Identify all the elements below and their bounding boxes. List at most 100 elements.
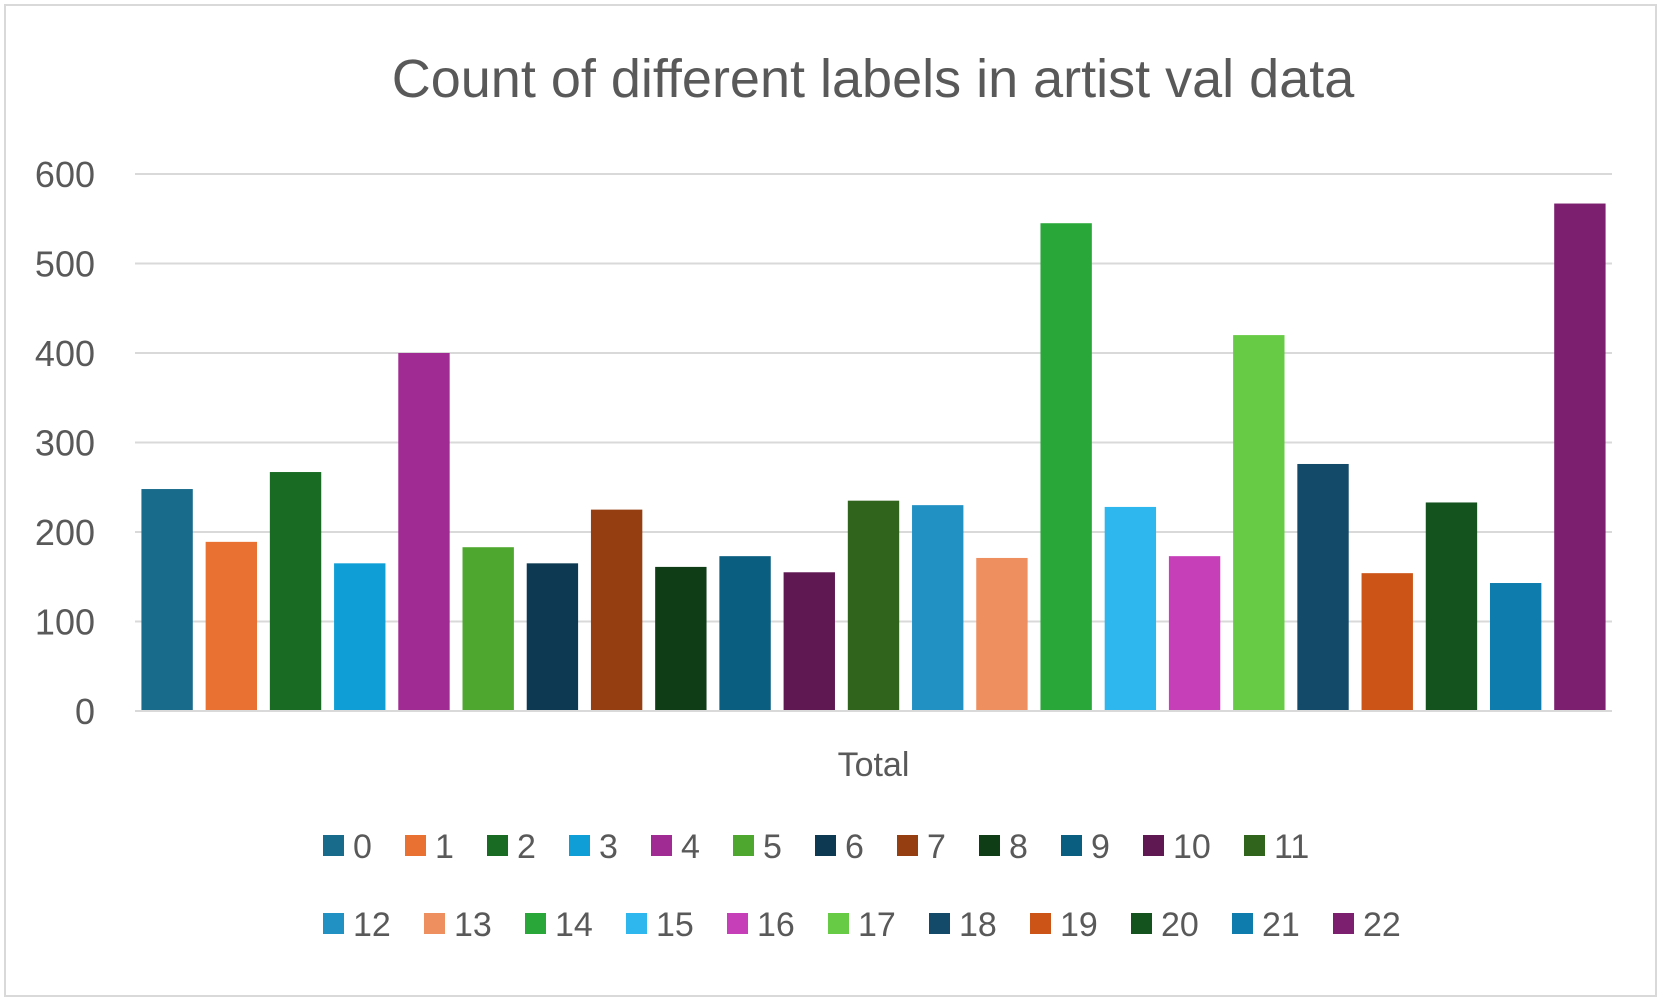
bar-7 xyxy=(590,509,643,711)
legend-item-8: 8 xyxy=(979,828,1028,866)
legend-item-18: 18 xyxy=(929,906,997,944)
legend-item-6: 6 xyxy=(815,828,864,866)
y-tick-label: 600 xyxy=(35,154,95,195)
legend-label: 0 xyxy=(353,828,372,866)
legend-item-5: 5 xyxy=(733,828,782,866)
legend-swatch xyxy=(897,835,918,856)
legend-label: 3 xyxy=(599,828,618,866)
legend-label: 5 xyxy=(763,828,782,866)
legend-item-3: 3 xyxy=(569,828,618,866)
legend-label: 11 xyxy=(1274,828,1309,866)
chart-title: Count of different labels in artist val … xyxy=(392,49,1356,109)
y-tick-label: 300 xyxy=(35,423,95,464)
legend-label: 9 xyxy=(1091,828,1110,866)
y-tick-label: 200 xyxy=(35,512,95,553)
y-tick-label: 100 xyxy=(35,602,95,643)
legend-swatch xyxy=(525,913,546,934)
bar-15 xyxy=(1104,506,1157,711)
legend-item-12: 12 xyxy=(323,906,391,944)
bar-11 xyxy=(847,500,900,711)
legend-swatch xyxy=(1232,913,1253,934)
legend-swatch xyxy=(929,913,950,934)
legend-item-14: 14 xyxy=(525,906,593,944)
legend-label: 18 xyxy=(959,906,997,944)
x-axis-category-labels: Total xyxy=(838,746,910,784)
bar-6 xyxy=(526,563,579,711)
legend-item-1: 1 xyxy=(405,828,454,866)
legend-label: 14 xyxy=(555,906,593,944)
legend-label: 17 xyxy=(858,906,896,944)
legend-label: 12 xyxy=(353,906,391,944)
legend-swatch xyxy=(323,835,344,856)
bar-16 xyxy=(1168,556,1221,711)
bar-3 xyxy=(334,563,386,711)
bar-20 xyxy=(1425,502,1478,711)
legend-item-13: 13 xyxy=(424,906,492,944)
bar-2 xyxy=(269,472,322,711)
y-axis-ticks: 0 100 200 300 400 500 600 xyxy=(35,154,95,732)
legend-item-20: 20 xyxy=(1131,906,1199,944)
legend-swatch xyxy=(1333,913,1354,934)
bar-21 xyxy=(1489,583,1542,711)
legend-item-17: 17 xyxy=(828,906,896,944)
legend-label: 16 xyxy=(757,906,795,944)
bar-4 xyxy=(398,353,450,711)
legend-swatch xyxy=(626,913,647,934)
legend-item-21: 21 xyxy=(1232,906,1300,944)
legend-swatch xyxy=(1244,835,1265,856)
y-tick-label: 500 xyxy=(35,244,95,285)
legend-label: 15 xyxy=(656,906,694,944)
legend-item-10: 10 xyxy=(1143,828,1211,866)
legend-swatch xyxy=(405,835,426,856)
legend-swatch xyxy=(815,835,836,856)
legend-swatch xyxy=(979,835,1000,856)
legend-item-9: 9 xyxy=(1061,828,1110,866)
bars xyxy=(141,203,1606,711)
legend-label: 8 xyxy=(1009,828,1028,866)
legend-swatch xyxy=(727,913,748,934)
legend-item-7: 7 xyxy=(897,828,946,866)
legend-item-4: 4 xyxy=(651,828,700,866)
legend-item-0: 0 xyxy=(323,828,372,866)
bar-14 xyxy=(1040,223,1092,711)
bar-10 xyxy=(783,572,835,711)
legend-swatch xyxy=(487,835,508,856)
bar-5 xyxy=(462,547,514,711)
bar-1 xyxy=(205,541,258,711)
y-tick-label: 400 xyxy=(35,333,95,374)
legend-label: 7 xyxy=(927,828,946,866)
bar-13 xyxy=(976,557,1028,711)
y-tick-label: 0 xyxy=(75,691,95,732)
legend-item-19: 19 xyxy=(1030,906,1098,944)
legend-label: 10 xyxy=(1173,828,1211,866)
legend-label: 2 xyxy=(517,828,536,866)
legend-label: 1 xyxy=(435,828,454,866)
bar-12 xyxy=(912,505,964,711)
legend-swatch xyxy=(323,913,344,934)
bar-22 xyxy=(1554,203,1606,711)
legend-swatch xyxy=(828,913,849,934)
legend-label: 22 xyxy=(1363,906,1401,944)
legend-label: 20 xyxy=(1161,906,1199,944)
bar-9 xyxy=(719,556,771,711)
legend-swatch xyxy=(1131,913,1152,934)
x-category-label: Total xyxy=(838,746,910,784)
legend-label: 13 xyxy=(454,906,492,944)
legend-swatch xyxy=(651,835,672,856)
bar-19 xyxy=(1361,573,1413,711)
legend-swatch xyxy=(1143,835,1164,856)
legend-label: 19 xyxy=(1060,906,1098,944)
legend-swatch xyxy=(1061,835,1082,856)
legend-item-11: 11 xyxy=(1244,828,1309,866)
legend-item-2: 2 xyxy=(487,828,536,866)
legend-swatch xyxy=(424,913,445,934)
legend-item-22: 22 xyxy=(1333,906,1401,944)
legend-swatch xyxy=(1030,913,1051,934)
bar-0 xyxy=(141,489,193,711)
legend-item-15: 15 xyxy=(626,906,694,944)
legend-item-16: 16 xyxy=(727,906,795,944)
legend-label: 4 xyxy=(681,828,700,866)
legend-swatch xyxy=(733,835,754,856)
